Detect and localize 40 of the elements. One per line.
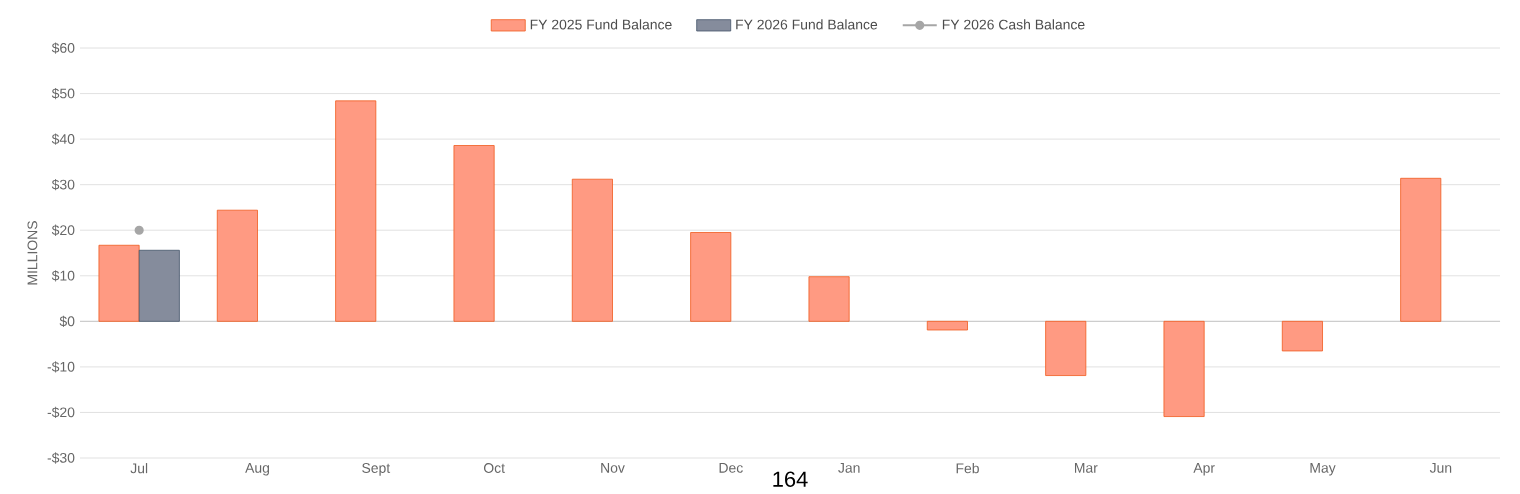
bar — [1163, 320, 1205, 417]
y-tick-label: -$30 — [47, 452, 75, 464]
y-tick-label: $50 — [51, 87, 75, 100]
legend-label: FY 2026 Fund Balance — [736, 19, 878, 30]
x-tick-label: Jan — [838, 463, 860, 473]
y-tick-label: $60 — [51, 42, 75, 54]
bar — [1281, 320, 1323, 352]
x-tick-label: Nov — [601, 463, 625, 473]
y-tick-label: $0 — [59, 315, 75, 327]
y-tick-label: $40 — [51, 133, 75, 145]
bar — [571, 178, 613, 322]
x-tick-label: Feb — [956, 463, 979, 474]
bar — [1400, 177, 1442, 322]
bar — [98, 244, 140, 322]
x-tick-label: Aug — [245, 463, 269, 476]
y-tick-label: -$10 — [47, 361, 75, 373]
y-tick-label: $20 — [51, 224, 75, 236]
legend-label: FY 2025 Fund Balance — [530, 19, 672, 30]
x-tick-label: Mar — [1074, 463, 1098, 473]
legend-label: FY 2026 Cash Balance — [942, 19, 1085, 30]
bar — [453, 145, 495, 322]
y-tick-label: $10 — [51, 270, 75, 282]
bar — [335, 100, 377, 322]
bar — [926, 320, 968, 331]
bar — [216, 209, 258, 322]
x-tick-label: Jun — [1429, 463, 1452, 473]
y-tick-label: $30 — [51, 179, 75, 191]
x-tick-label: Oct — [483, 463, 505, 473]
x-tick-label: Sept — [362, 463, 391, 476]
bar — [808, 276, 850, 322]
bar — [138, 249, 180, 322]
bar — [690, 232, 732, 322]
x-tick-label: Dec — [719, 463, 743, 473]
bar — [1045, 320, 1087, 376]
y-tick-label: -$20 — [47, 406, 75, 419]
x-tick-label: Apr — [1193, 463, 1215, 476]
y-axis-title: MILLIONS — [27, 221, 38, 285]
x-tick-label: Jul — [130, 463, 148, 474]
text: 164 — [773, 471, 808, 487]
x-tick-label: May — [1310, 463, 1336, 476]
